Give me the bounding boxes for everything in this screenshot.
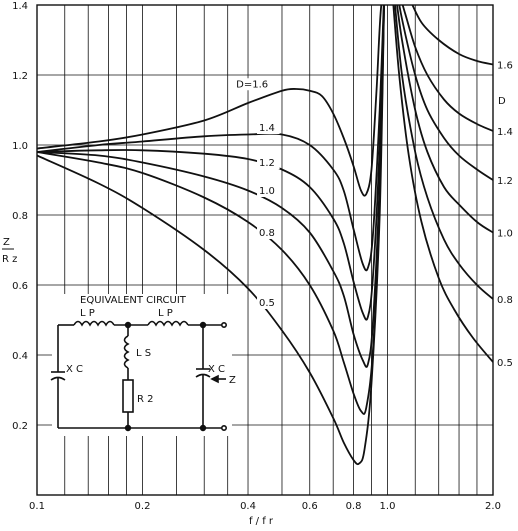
- capacitor-left-plate-bottom: [50, 376, 66, 381]
- series-label-background: [257, 157, 280, 169]
- label-ls: L S: [136, 348, 151, 359]
- series-label: 1.0: [259, 186, 275, 197]
- series-line: [37, 5, 385, 466]
- series-line: [401, 5, 493, 132]
- label-xc-left: X C: [66, 364, 83, 375]
- series-lines: [37, 5, 493, 466]
- label-lp-left: L P: [80, 308, 95, 319]
- circuit-background: [52, 294, 232, 436]
- y-tick-label: 0.2: [12, 421, 28, 432]
- series-line: [37, 5, 385, 272]
- series-label: 0.8: [259, 228, 275, 239]
- terminal-top: [221, 321, 228, 328]
- inductor-lp-left: [73, 320, 115, 327]
- capacitor-right-plate-bottom: [195, 373, 211, 378]
- label-z: Z: [229, 375, 236, 386]
- y-tick-label: 0.8: [12, 211, 28, 222]
- y-tick-label: 1.4: [12, 1, 28, 12]
- x-axis-title: f / f r: [249, 516, 274, 527]
- series-label-background: [257, 122, 280, 134]
- series-label-right: 1.0: [497, 229, 513, 240]
- right-label-header: D: [498, 96, 506, 107]
- series-line: [37, 5, 385, 321]
- label-xc-right: X C: [208, 364, 225, 375]
- resistor-r2: [122, 379, 134, 413]
- series-line: [398, 5, 493, 181]
- z-arrow-head: [210, 374, 219, 384]
- series-label-background: [257, 227, 280, 239]
- series-label: 0.5: [259, 298, 275, 309]
- label-r2: R 2: [137, 394, 154, 405]
- series-line: [394, 5, 493, 300]
- series-label-right: 1.2: [497, 176, 513, 187]
- series-label-background: [234, 78, 270, 91]
- label-lp-right: L P: [158, 308, 173, 319]
- series-label: 1.4: [259, 123, 275, 134]
- y-axis-title-numerator: Z: [3, 237, 10, 248]
- series-label-right: 1.6: [497, 61, 513, 72]
- terminal-bottom: [221, 424, 228, 431]
- series-label: 1.2: [259, 158, 275, 169]
- x-tick-label: 0.2: [135, 501, 151, 512]
- x-tick-label: 1.0: [380, 501, 396, 512]
- junction-bottom-right: [199, 424, 207, 432]
- y-tick-label: 0.4: [12, 351, 28, 362]
- y-tick-label: 1.0: [12, 141, 28, 152]
- series-line: [392, 5, 493, 363]
- y-tick-label: 1.2: [12, 71, 28, 82]
- inductor-lp-right: [147, 320, 189, 327]
- series-label-right: 1.4: [497, 127, 513, 138]
- series-labels: D=1.6 1.4 1.2 1.0 0.8 0.5 1.6 1.4 1.2 1.0 0.8 0.5: [234, 61, 513, 369]
- series-line: [37, 5, 383, 197]
- series-line: [37, 5, 385, 368]
- junction-top: [124, 321, 132, 329]
- x-tick-label: 0.4: [240, 501, 256, 512]
- x-tick-label: 0.8: [346, 501, 362, 512]
- x-tick-label: 2.0: [485, 501, 501, 512]
- equivalent-circuit-diagram: [50, 294, 232, 436]
- series-label-background: [257, 297, 280, 309]
- circuit-labels: EQUIVALENT CIRCUIT L P L P L S X C X C R…: [66, 295, 236, 405]
- y-axis-title-denominator: R z: [2, 254, 17, 265]
- inductor-ls: [123, 335, 130, 369]
- junction-bottom: [124, 424, 132, 432]
- series-label-right: 0.5: [497, 358, 513, 369]
- series-label-background: [257, 185, 280, 197]
- series-label: D=1.6: [236, 79, 268, 90]
- series-line: [411, 5, 493, 66]
- circuit-title: EQUIVALENT CIRCUIT: [80, 295, 187, 306]
- plot-frame: [36, 4, 494, 496]
- y-tick-label: 0.6: [12, 281, 28, 292]
- x-tick-label: 0.1: [29, 501, 45, 512]
- axes: 0.1 0.2 0.4 0.6 0.8 1.0 2.0 0.2 0.4 0.6 0.8 1.0 1.2 1…: [12, 1, 501, 512]
- series-line: [396, 5, 493, 234]
- x-tick-label: 0.6: [302, 501, 318, 512]
- series-label-right: 0.8: [497, 295, 513, 306]
- junction-top-right: [199, 321, 207, 329]
- y-axis-title: Z R z: [2, 237, 17, 265]
